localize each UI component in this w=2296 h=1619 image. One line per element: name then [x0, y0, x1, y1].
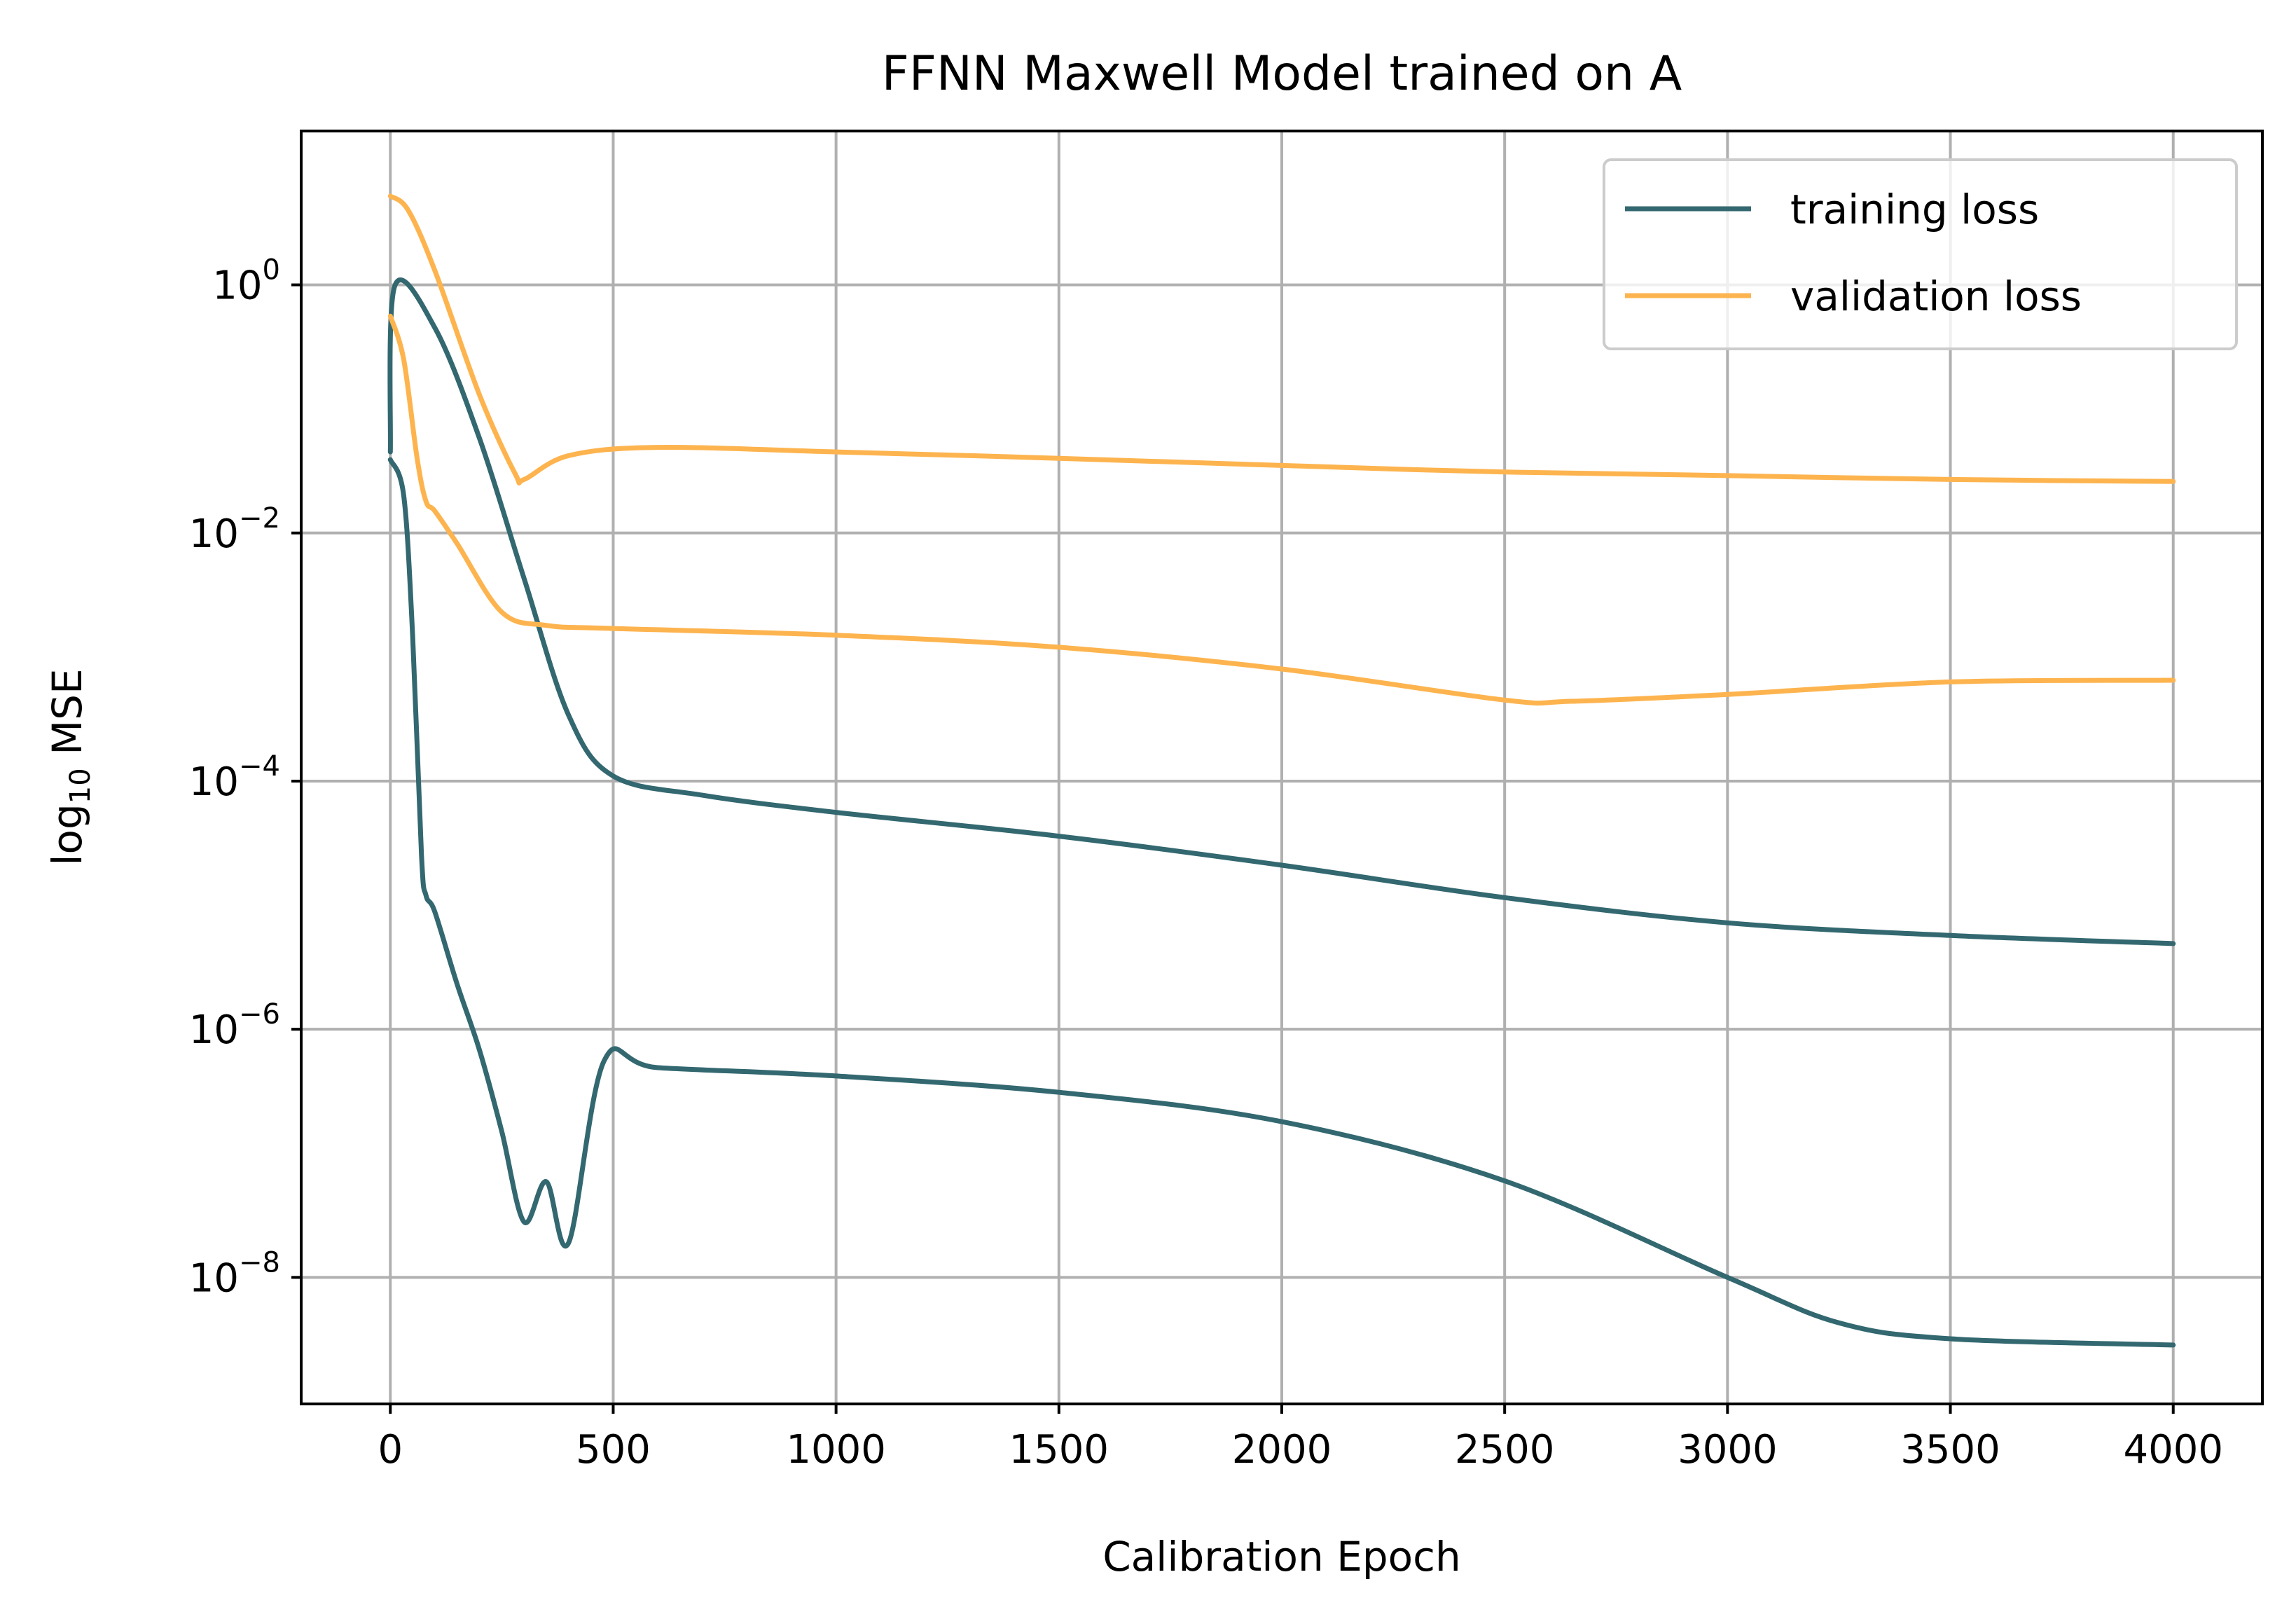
- y-tick-label: 10−6: [189, 998, 280, 1053]
- chart-title: FFNN Maxwell Model trained on A: [882, 46, 1682, 102]
- x-tick-label: 3000: [1678, 1427, 1778, 1473]
- y-axis-ticks: 100 10−2 10−4 10−6 10−8: [189, 254, 301, 1301]
- legend: training loss validation loss: [1603, 158, 2238, 350]
- legend-label-training-loss: training loss: [1790, 186, 2039, 233]
- x-tick-label: 2500: [1455, 1427, 1555, 1473]
- y-tick-label: 10−8: [189, 1246, 280, 1301]
- x-tick-label: 500: [576, 1427, 651, 1473]
- y-tick-label: 100: [212, 254, 280, 309]
- x-tick-label: 1000: [786, 1427, 886, 1473]
- x-tick-label: 0: [378, 1427, 403, 1473]
- series-layer: [387, 193, 2176, 1348]
- y-tick-label: 10−2: [189, 502, 280, 557]
- y-tick-label: 10−4: [189, 750, 280, 805]
- x-tick-label: 3500: [1900, 1427, 2000, 1473]
- series-line-training-loss-2: [387, 457, 2176, 1348]
- x-tick-label: 2000: [1232, 1427, 1332, 1473]
- legend-label-validation-loss: validation loss: [1790, 273, 2082, 320]
- x-axis-label: Calibration Epoch: [1102, 1533, 1461, 1580]
- x-axis-ticks: 0 500 1000 1500 2000 2500 3000 3500 4000: [378, 1404, 2223, 1473]
- legend-box: [1603, 158, 2238, 350]
- series-line-training-loss-0: [387, 277, 2176, 946]
- series-line-validation-loss-1: [387, 193, 2176, 485]
- x-tick-label: 1500: [1009, 1427, 1109, 1473]
- series-line-validation-loss-3: [387, 313, 2176, 706]
- x-tick-label: 4000: [2123, 1427, 2223, 1473]
- y-axis-label: log10 MSE: [43, 668, 97, 865]
